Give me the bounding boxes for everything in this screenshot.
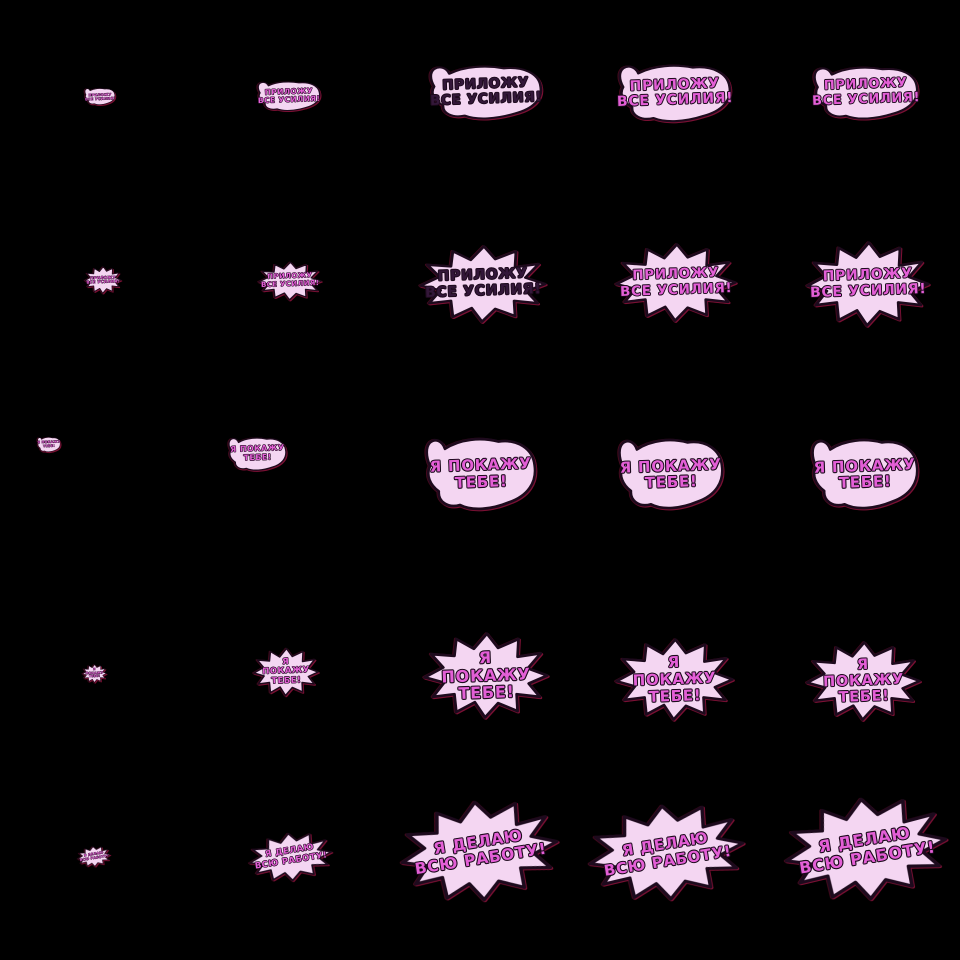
sticker-text: ПРИЛОЖУ ВСЕ УСИЛИЯ! [84,265,123,294]
sticker-best-efforts-bubble: ПРИЛОЖУ ВСЕ УСИЛИЯ! [427,65,545,123]
sticker-best-efforts-bubble: ПРИЛОЖУ ВСЕ УСИЛИЯ! [616,64,734,126]
sticker-best-efforts-burst: ПРИЛОЖУ ВСЕ УСИЛИЯ! [804,240,932,328]
sticker-text: Я ПОКАЖУ ТЕБЕ! [808,436,923,516]
sticker-text: ПРИЛОЖУ ВСЕ УСИЛИЯ! [612,240,741,325]
sticker-best-efforts-burst: ПРИЛОЖУ ВСЕ УСИЛИЯ! [84,266,122,294]
sticker-text: Я ПОКАЖУ ТЕБЕ! [422,435,541,517]
sticker-text: ПРИЛОЖУ ВСЕ УСИЛИЯ! [416,242,551,327]
sticker-text: Я ДЕЛАЮ ВСЮ РАБОТУ! [76,843,113,869]
sticker-text: Я ПОКАЖУ ТЕБЕ! [226,436,288,474]
sticker-do-all-work-burst: Я ДЕЛАЮ ВСЮ РАБОТУ! [391,789,567,912]
sticker-best-efforts-burst: ПРИЛОЖУ ВСЕ УСИЛИЯ! [257,261,323,301]
sticker-text-line: ТЕБЕ! [271,675,302,687]
sticker-text-line: ТЕБЕ! [454,472,508,493]
sticker-text-line: ВСЕ УСИЛИЯ! [429,89,543,110]
sticker-do-all-work-burst: Я ДЕЛАЮ ВСЮ РАБОТУ! [580,793,754,911]
sticker-text: ПРИЛОЖУ ВСЕ УСИЛИЯ! [256,260,323,302]
sticker-show-you-burst: Я ПОКАЖУ ТЕБЕ! [613,637,736,722]
sticker-text-line: ТЕБЕ! [88,674,101,679]
sticker-text-line: ТЕБЕ! [42,443,56,448]
sticker-text: ПРИЛОЖУ ВСЕ УСИЛИЯ! [803,238,934,330]
sticker-text-line: ВСЕ УСИЛИЯ! [260,278,320,290]
sticker-text-line: ВСЕ УСИЛИЯ! [86,278,120,285]
sticker-text-line: ВСЕ УСИЛИЯ! [811,89,921,109]
sticker-text: ПРИЛОЖУ ВСЕ УСИЛИЯ! [810,64,922,125]
sticker-text-line: ТЕБЕ! [644,472,698,493]
sticker-text: ПРИЛОЖУ ВСЕ УСИЛИЯ! [426,63,546,125]
sticker-text-line: ПОКАЖУ [822,671,905,691]
sticker-do-all-work-burst: Я ДЕЛАЮ ВСЮ РАБОТУ! [76,844,112,869]
sticker-text-line: Я [667,653,681,672]
sticker-show-you-bubble: Я ПОКАЖУ ТЕБЕ! [227,437,288,473]
sticker-show-you-bubble: Я ПОКАЖУ ТЕБЕ! [423,437,539,515]
sticker-text-line: ТЕБЕ! [243,452,272,463]
sticker-text-line: Я [478,647,493,667]
sticker-text-line: ТЕБЕ! [458,682,516,704]
sticker-text-line: ВСЕ УСИЛИЯ! [257,93,321,106]
sticker-text-line: ВСЕ УСИЛИЯ! [619,279,733,300]
sticker-text: Я ПОКАЖУ ТЕБЕ! [612,635,738,724]
sticker-text-line: ВСЕ УСИЛИЯ! [809,280,927,302]
sticker-text-line: ВСЕ УСИЛИЯ! [616,90,734,111]
sticker-best-efforts-burst: ПРИЛОЖУ ВСЕ УСИЛИЯ! [417,244,549,324]
sticker-text: Я ПОКАЖУ ТЕБЕ! [615,436,728,516]
sticker-best-efforts-bubble: ПРИЛОЖУ ВСЕ УСИЛИЯ! [84,88,116,106]
sticker-best-efforts-bubble: ПРИЛОЖУ ВСЕ УСИЛИЯ! [811,66,921,123]
sticker-text: Я ПОКАЖУ ТЕБЕ! [419,629,552,722]
sticker-show-you-bubble: Я ПОКАЖУ ТЕБЕ! [616,438,726,514]
sticker-text-line: ВСЕ УСИЛИЯ! [424,280,542,302]
sticker-best-efforts-burst: ПРИЛОЖУ ВСЕ УСИЛИЯ! [613,242,739,323]
sticker-text: ПРИЛОЖУ ВСЕ УСИЛИЯ! [615,62,735,128]
sticker-show-you-bubble: Я ПОКАЖУ ТЕБЕ! [37,437,61,453]
sticker-show-you-burst: Я ПОКАЖУ ТЕБЕ! [421,631,551,720]
sticker-do-all-work-burst: Я ДЕЛАЮ ВСЮ РАБОТУ! [775,786,957,912]
sticker-show-you-burst: Я ПОКАЖУ ТЕБЕ! [252,647,320,697]
sticker-text-line: ТЕБЕ! [838,688,890,706]
sticker-text-line: ВСЕ УСИЛИЯ! [85,95,116,102]
sticker-do-all-work-burst: Я ДЕЛАЮ ВСЮ РАБОТУ! [244,827,336,887]
sticker-text: Я ПОКАЖУ ТЕБЕ! [37,437,62,454]
sticker-best-efforts-bubble: ПРИЛОЖУ ВСЕ УСИЛИЯ! [256,81,322,113]
sticker-show-you-burst: Я ПОКАЖУ ТЕБЕ! [804,640,923,722]
sticker-text: ПРИЛОЖУ ВСЕ УСИЛИЯ! [255,80,322,114]
sticker-show-you-bubble: Я ПОКАЖУ ТЕБЕ! [809,438,921,514]
sticker-text-line: Я [856,656,870,673]
sticker-text: ПРИЛОЖУ ВСЕ УСИЛИЯ! [84,87,117,106]
sticker-text-line: ТЕБЕ! [838,472,892,493]
sticker-show-you-burst: Я ПОКАЖУ ТЕБЕ! [82,664,107,683]
sticker-text: Я ПОКАЖУ ТЕБЕ! [803,638,925,724]
sticker-text: Я ПОКАЖУ ТЕБЕ! [82,664,108,684]
sticker-text-line: ТЕБЕ! [648,685,702,706]
sticker-text: Я ПОКАЖУ ТЕБЕ! [251,646,321,698]
